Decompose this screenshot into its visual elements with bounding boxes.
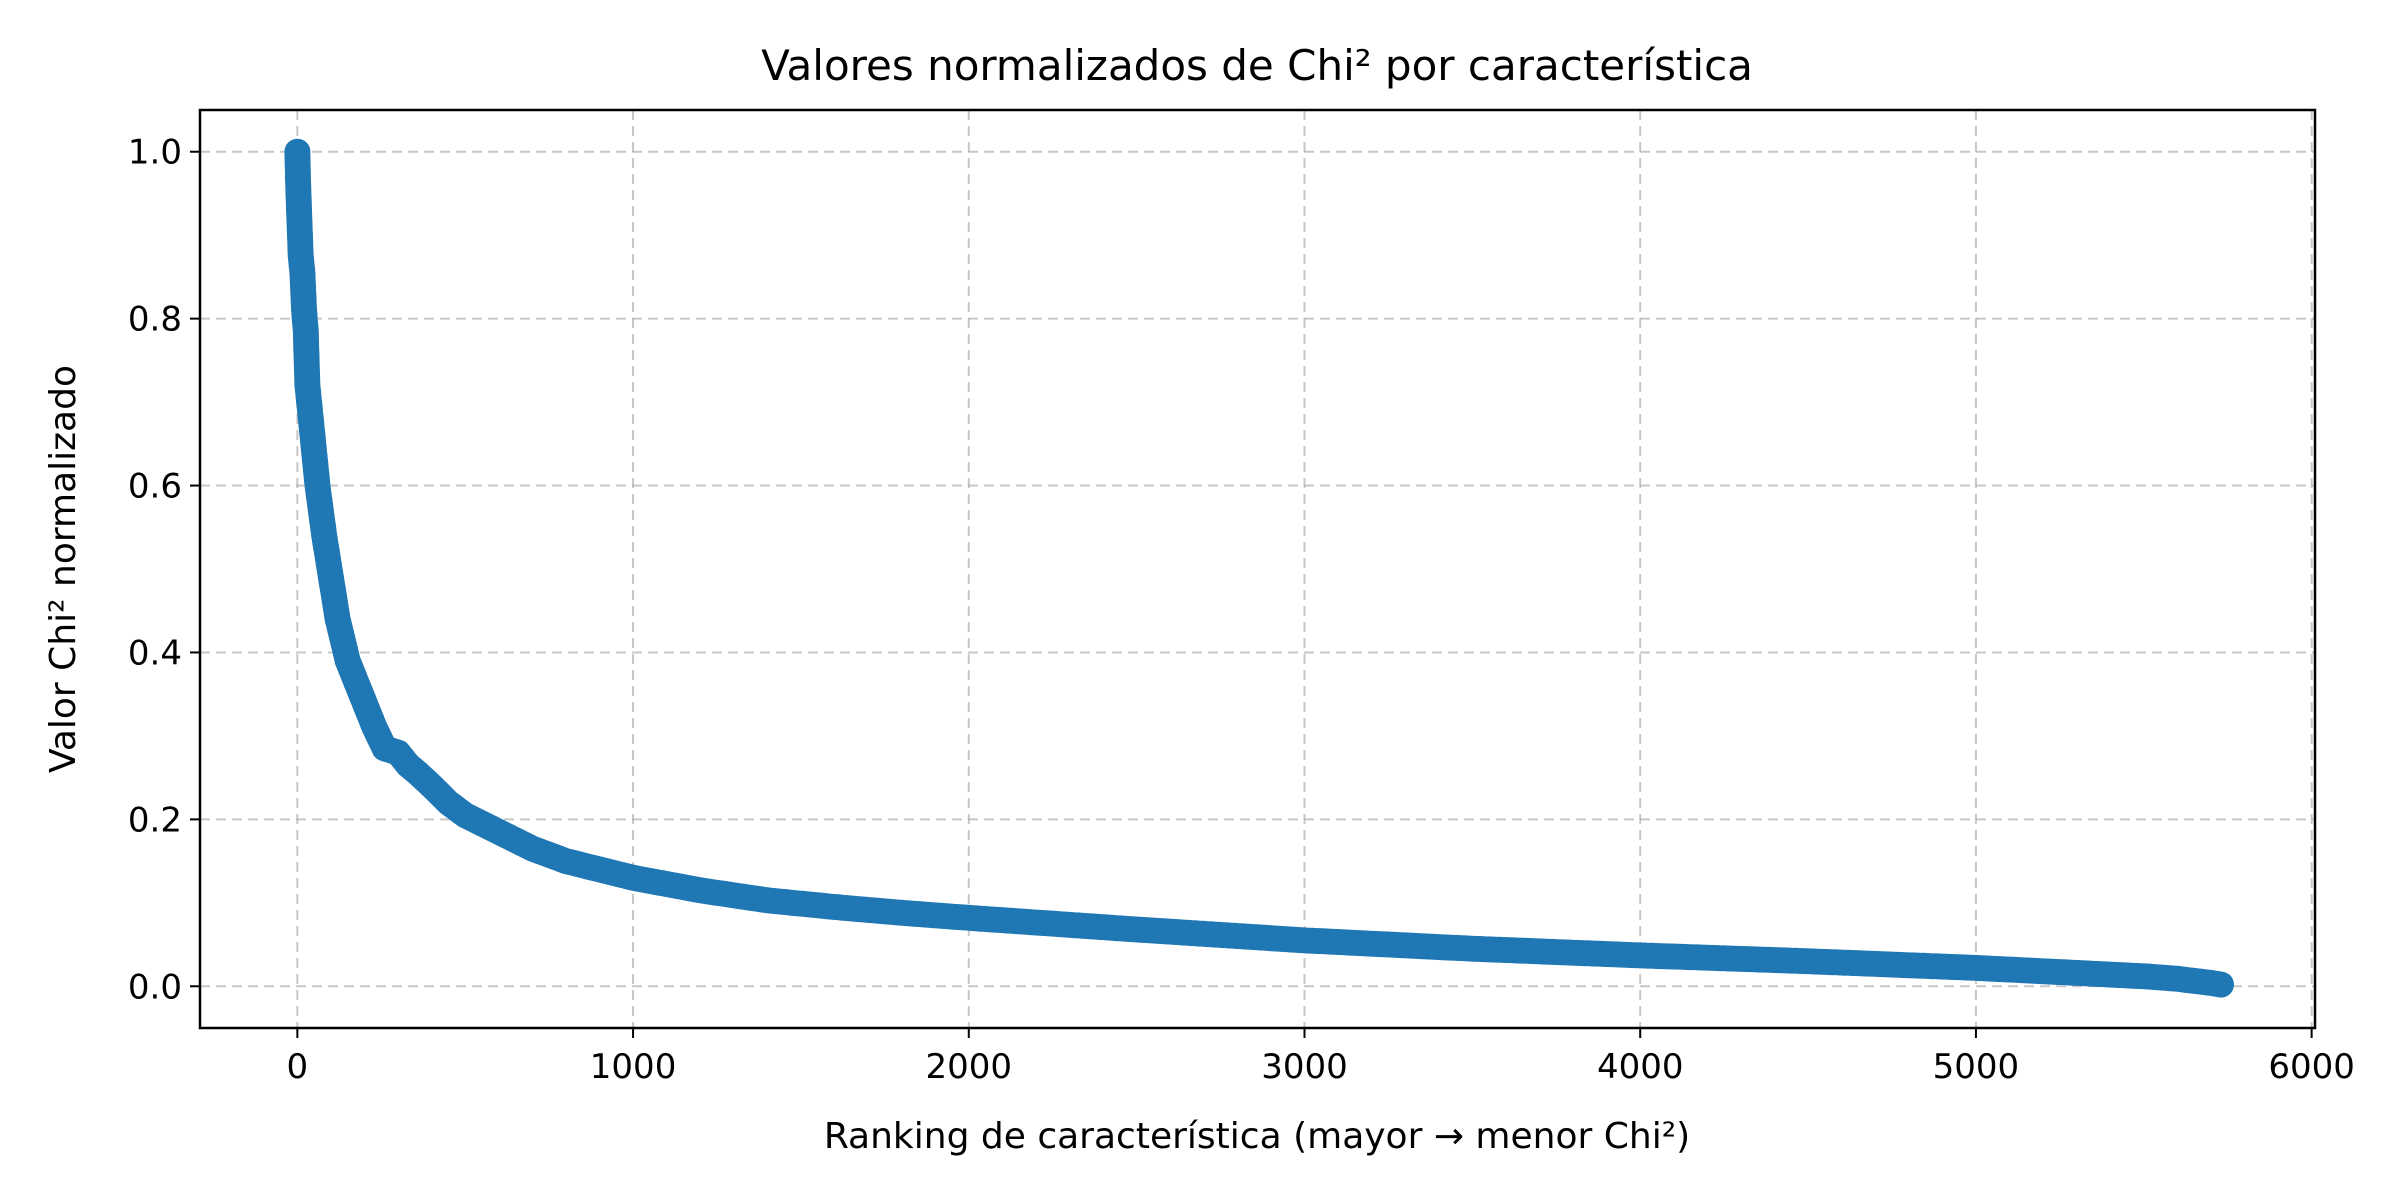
x-tick-label: 3000: [1261, 1047, 1348, 1087]
x-tick-label: 6000: [2268, 1047, 2355, 1087]
x-tick-label: 0: [287, 1047, 309, 1087]
y-tick-label: 0.0: [128, 967, 182, 1007]
y-tick-label: 0.6: [128, 467, 182, 507]
data-point: [2208, 971, 2234, 998]
x-tick-label: 5000: [1933, 1047, 2020, 1087]
y-tick-label: 1.0: [128, 133, 182, 173]
x-axis-title: Ranking de característica (mayor → menor…: [824, 1116, 1690, 1157]
y-tick-label: 0.2: [128, 800, 182, 840]
y-tick-label: 0.4: [128, 633, 182, 673]
series-markers: [284, 138, 2234, 998]
x-tick-label: 1000: [590, 1047, 677, 1087]
ticks: 0 1000 2000 3000 4000 5000 6000 0.0 0.2 0.4 0.6 0.8…: [128, 133, 2355, 1087]
plot-frame: [198, 108, 2317, 1030]
x-tick-label: 2000: [926, 1047, 1013, 1087]
x-tick-label: 4000: [1597, 1047, 1684, 1087]
series-layer: [284, 138, 2234, 998]
y-axis-title: Valor Chi² normalizado: [43, 365, 84, 773]
y-tick-label: 0.8: [128, 300, 182, 340]
chart-title: Valores normalizados de Chi² por caracte…: [761, 41, 1753, 90]
grid: [200, 110, 2315, 1028]
